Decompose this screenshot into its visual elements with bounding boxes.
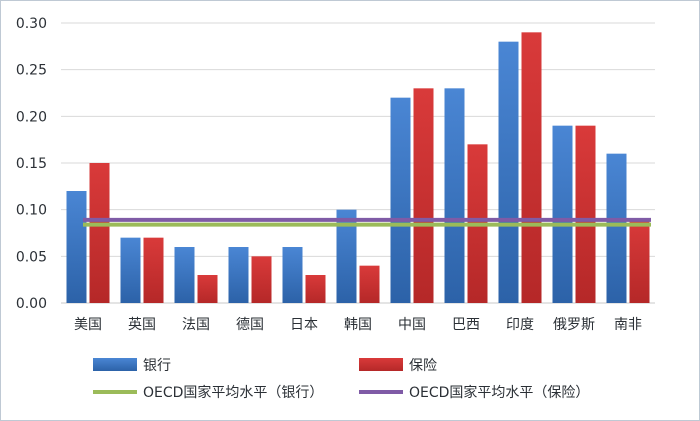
legend-label-oecd-bank: OECD国家平均水平（银行） <box>143 384 323 401</box>
bar-insurance <box>143 237 164 303</box>
bar-insurance <box>575 125 596 304</box>
legend-swatch-bank <box>93 358 137 371</box>
x-tick-label: 德国 <box>236 317 264 333</box>
bar-bank <box>174 247 195 303</box>
legend-swatch-insurance <box>359 358 403 371</box>
legend-label-bank: 银行 <box>143 358 171 374</box>
bar-insurance <box>413 88 434 303</box>
y-tick-label: 0.30 <box>16 16 47 32</box>
x-tick-label: 英国 <box>128 316 156 333</box>
bar-bank <box>552 125 573 304</box>
bar-bank <box>66 191 87 303</box>
bar-insurance <box>305 275 326 303</box>
y-axis: 0.00 0.05 0.10 0.15 0.20 0.25 0.30 <box>16 16 47 312</box>
x-tick-label: 巴西 <box>452 317 480 333</box>
bar-bank <box>120 237 141 303</box>
bar-insurance <box>197 275 218 303</box>
legend-label-oecd-insurance: OECD国家平均水平（保险） <box>409 384 589 401</box>
x-tick-label: 南非 <box>614 317 642 333</box>
x-tick-label: 日本 <box>290 317 318 333</box>
bar-bank <box>228 247 249 303</box>
bar-insurance <box>629 219 650 303</box>
x-tick-label: 中国 <box>398 317 426 333</box>
y-tick-label: 0.00 <box>16 296 47 312</box>
x-axis: 美国 英国 法国 德国 日本 韩国 中国 巴西 印度 俄罗斯 南非 <box>74 316 642 333</box>
bar-bank <box>336 209 357 303</box>
bar-bank <box>498 41 519 304</box>
x-tick-label: 俄罗斯 <box>553 317 595 333</box>
bars <box>66 32 650 304</box>
y-tick-label: 0.20 <box>16 109 47 125</box>
y-tick-label: 0.15 <box>16 156 47 172</box>
x-tick-label: 法国 <box>182 317 210 333</box>
bar-insurance <box>359 265 380 303</box>
x-tick-label: 韩国 <box>344 317 372 333</box>
bar-bank <box>282 247 303 303</box>
reference-lines <box>83 217 651 227</box>
legend: 银行 保险 OECD国家平均水平（银行） OECD国家平均水平（保险） <box>93 358 589 401</box>
bar-bank <box>606 153 627 303</box>
y-tick-label: 0.25 <box>16 63 47 79</box>
y-tick-label: 0.10 <box>16 203 47 219</box>
bar-insurance <box>521 32 542 303</box>
bar-insurance <box>89 163 110 303</box>
bar-insurance <box>251 256 272 303</box>
x-tick-label: 印度 <box>506 317 534 333</box>
x-tick-label: 美国 <box>74 317 102 333</box>
bar-bank <box>390 97 411 304</box>
y-tick-label: 0.05 <box>16 249 47 265</box>
bar-bank <box>444 88 465 303</box>
legend-label-insurance: 保险 <box>409 358 437 374</box>
